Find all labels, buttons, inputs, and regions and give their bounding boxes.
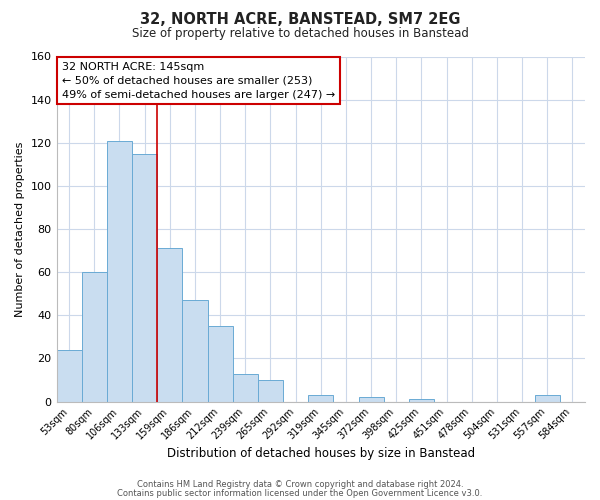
Text: Size of property relative to detached houses in Banstead: Size of property relative to detached ho… xyxy=(131,28,469,40)
Bar xyxy=(409,400,434,402)
Bar xyxy=(182,300,208,402)
Text: 32 NORTH ACRE: 145sqm
← 50% of detached houses are smaller (253)
49% of semi-det: 32 NORTH ACRE: 145sqm ← 50% of detached … xyxy=(62,62,335,100)
Bar xyxy=(132,154,157,402)
Bar xyxy=(157,248,182,402)
Text: Contains public sector information licensed under the Open Government Licence v3: Contains public sector information licen… xyxy=(118,488,482,498)
Bar xyxy=(308,395,334,402)
Bar xyxy=(535,395,560,402)
Bar xyxy=(233,374,258,402)
Bar xyxy=(258,380,283,402)
Bar xyxy=(208,326,233,402)
Y-axis label: Number of detached properties: Number of detached properties xyxy=(15,142,25,316)
X-axis label: Distribution of detached houses by size in Banstead: Distribution of detached houses by size … xyxy=(167,447,475,460)
Bar xyxy=(359,398,383,402)
Bar xyxy=(82,272,107,402)
Bar xyxy=(56,350,82,402)
Text: 32, NORTH ACRE, BANSTEAD, SM7 2EG: 32, NORTH ACRE, BANSTEAD, SM7 2EG xyxy=(140,12,460,28)
Bar xyxy=(107,140,132,402)
Text: Contains HM Land Registry data © Crown copyright and database right 2024.: Contains HM Land Registry data © Crown c… xyxy=(137,480,463,489)
